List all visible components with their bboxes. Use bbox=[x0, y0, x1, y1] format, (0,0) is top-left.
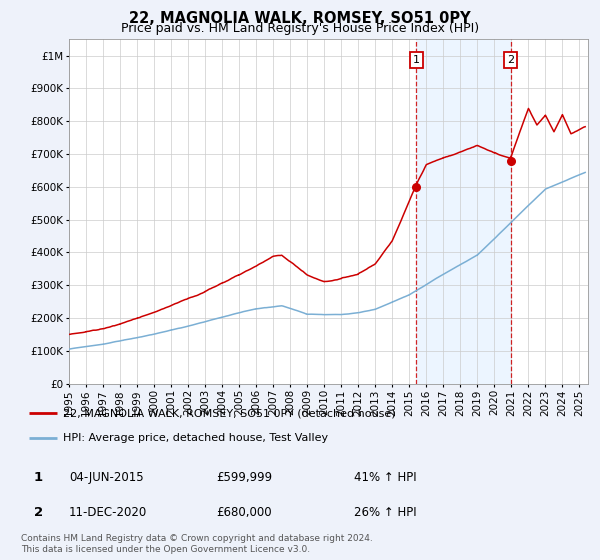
Text: 2: 2 bbox=[34, 506, 43, 520]
Text: 1: 1 bbox=[413, 55, 420, 65]
Text: 41% ↑ HPI: 41% ↑ HPI bbox=[354, 471, 416, 484]
Text: Price paid vs. HM Land Registry's House Price Index (HPI): Price paid vs. HM Land Registry's House … bbox=[121, 22, 479, 35]
Text: £599,999: £599,999 bbox=[216, 471, 272, 484]
Text: 1: 1 bbox=[34, 471, 43, 484]
Text: 2: 2 bbox=[507, 55, 514, 65]
Text: 22, MAGNOLIA WALK, ROMSEY, SO51 0PY: 22, MAGNOLIA WALK, ROMSEY, SO51 0PY bbox=[129, 11, 471, 26]
Text: 04-JUN-2015: 04-JUN-2015 bbox=[69, 471, 143, 484]
Text: HPI: Average price, detached house, Test Valley: HPI: Average price, detached house, Test… bbox=[63, 433, 328, 443]
Text: £680,000: £680,000 bbox=[216, 506, 272, 520]
Text: 26% ↑ HPI: 26% ↑ HPI bbox=[354, 506, 416, 520]
Text: 22, MAGNOLIA WALK, ROMSEY, SO51 0PY (detached house): 22, MAGNOLIA WALK, ROMSEY, SO51 0PY (det… bbox=[63, 408, 396, 418]
Text: 11-DEC-2020: 11-DEC-2020 bbox=[69, 506, 147, 520]
Text: Contains HM Land Registry data © Crown copyright and database right 2024.
This d: Contains HM Land Registry data © Crown c… bbox=[21, 534, 373, 554]
Bar bbox=[416, 39, 511, 384]
